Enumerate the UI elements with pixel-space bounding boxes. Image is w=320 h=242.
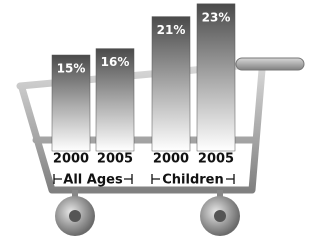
x-tick-label: 2005 — [97, 152, 133, 167]
group-label: Children — [162, 173, 224, 188]
x-tick-label: 2005 — [198, 152, 234, 167]
bar — [197, 4, 235, 151]
chart: All Ages Children 15% 2000 16% 2005 21% 2000 2… — [0, 0, 308, 242]
value-label: 15% — [57, 62, 86, 76]
value-label: 21% — [157, 23, 186, 37]
group-label: All Ages — [63, 173, 123, 188]
x-tick-label: 2000 — [53, 152, 89, 167]
x-tick-label: 2000 — [153, 152, 189, 167]
value-label: 23% — [202, 10, 231, 24]
value-label: 16% — [101, 55, 130, 69]
